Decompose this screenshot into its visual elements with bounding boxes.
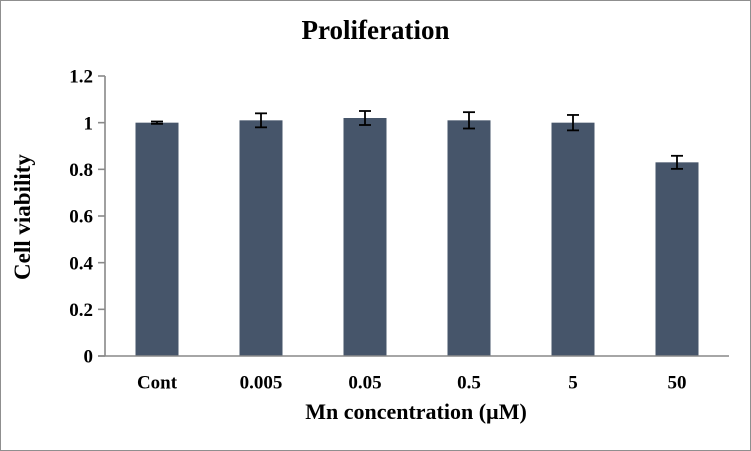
bar [551, 122, 595, 357]
x-category-label: 0.05 [348, 373, 381, 394]
bar [655, 162, 699, 356]
bar [447, 120, 491, 356]
bar [239, 120, 283, 356]
y-tick-label: 0 [84, 347, 94, 368]
y-tick-label: 0.8 [69, 160, 93, 181]
x-category-label: 0.5 [457, 373, 481, 394]
x-category-label: 0.005 [240, 373, 283, 394]
y-tick-label: 0.4 [69, 253, 93, 274]
x-category-label: 50 [668, 373, 687, 394]
y-tick-label: 0.2 [69, 300, 93, 321]
chart-title: Proliferation [301, 15, 450, 45]
y-tick-label: 1 [84, 113, 94, 134]
bar [343, 118, 387, 356]
x-category-label: 5 [568, 373, 578, 394]
bar [135, 122, 179, 357]
y-tick-label: 0.6 [69, 207, 93, 228]
x-axis-title: Mn concentration (µM) [305, 399, 527, 424]
y-tick-label: 1.2 [69, 67, 93, 88]
x-category-label: Cont [137, 373, 178, 394]
